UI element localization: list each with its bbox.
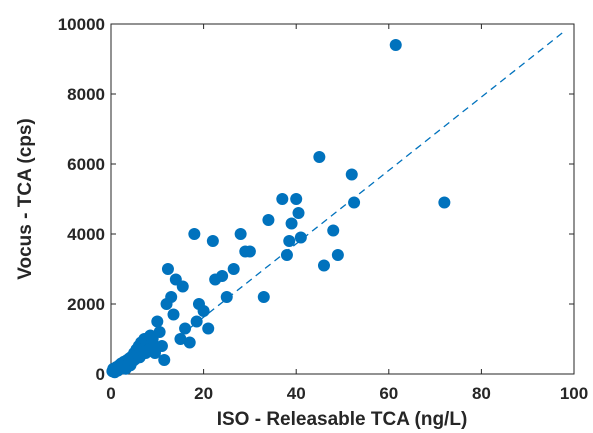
scatter-point bbox=[234, 228, 247, 240]
scatter-point bbox=[283, 235, 296, 247]
scatter-point bbox=[292, 207, 305, 219]
scatter-point bbox=[179, 322, 192, 335]
scatter-point bbox=[243, 245, 256, 258]
scatter-point bbox=[285, 217, 298, 230]
trend-line bbox=[180, 30, 566, 337]
scatter-point bbox=[262, 214, 275, 226]
scatter-point bbox=[327, 224, 340, 237]
scatter-point bbox=[176, 280, 189, 293]
scatter-point bbox=[227, 263, 240, 275]
scatter-point bbox=[151, 315, 164, 328]
y-tick-label: 2000 bbox=[67, 295, 105, 314]
scatter-point bbox=[331, 249, 344, 261]
scatter-point bbox=[153, 326, 166, 338]
x-tick-label: 60 bbox=[379, 384, 398, 403]
scatter-point bbox=[206, 235, 219, 247]
scatter-point bbox=[155, 340, 168, 352]
scatter-point bbox=[197, 305, 210, 317]
scatter-point bbox=[174, 333, 187, 345]
y-axis-ticks: 0 2000 4000 6000 8000 10000 bbox=[58, 15, 574, 384]
y-tick-label: 10000 bbox=[58, 15, 105, 34]
scatter-point bbox=[348, 196, 361, 209]
x-tick-label: 40 bbox=[287, 384, 306, 403]
y-tick-label: 6000 bbox=[67, 155, 105, 174]
scatter-point bbox=[167, 308, 180, 321]
scatter-point bbox=[389, 39, 402, 51]
scatter-point bbox=[202, 322, 215, 335]
x-tick-label: 100 bbox=[560, 384, 588, 403]
x-axis-label: ISO - Releasable TCA (ng/L) bbox=[217, 409, 468, 430]
y-tick-label: 0 bbox=[96, 365, 105, 384]
scatter-point bbox=[313, 151, 326, 163]
y-tick-label: 8000 bbox=[67, 85, 105, 104]
y-tick-label: 4000 bbox=[67, 225, 105, 244]
scatter-point bbox=[438, 196, 451, 209]
scatter-point bbox=[188, 228, 201, 240]
plot-frame bbox=[110, 23, 575, 375]
scatter-point bbox=[317, 259, 330, 272]
scatter-point bbox=[290, 193, 303, 205]
scatter-point bbox=[158, 354, 171, 366]
scatter-point bbox=[257, 291, 270, 303]
scatter-point bbox=[294, 231, 307, 244]
scatter-point bbox=[220, 291, 233, 303]
y-axis-label: Vocus - TCA (cps) bbox=[15, 118, 36, 280]
x-tick-label: 0 bbox=[106, 384, 115, 403]
x-axis-ticks: 0 20 40 60 80 100 bbox=[106, 24, 588, 403]
x-tick-label: 20 bbox=[194, 384, 213, 403]
fit-line bbox=[180, 30, 566, 337]
scatter-point bbox=[183, 336, 196, 349]
scatter-point bbox=[165, 291, 178, 303]
scatter-point bbox=[216, 270, 229, 282]
scatter-point bbox=[276, 193, 289, 205]
scatter-point bbox=[280, 249, 293, 261]
scatter-point bbox=[161, 263, 174, 275]
x-tick-label: 80 bbox=[472, 384, 491, 403]
scatter-point bbox=[190, 315, 203, 328]
data-points bbox=[106, 39, 451, 379]
scatter-point bbox=[345, 168, 358, 181]
plot-box bbox=[110, 23, 575, 375]
